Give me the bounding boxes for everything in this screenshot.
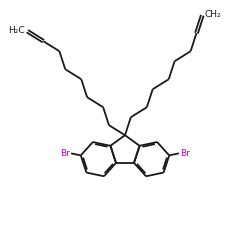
Text: Br: Br bbox=[60, 149, 70, 158]
Text: H₂C: H₂C bbox=[8, 26, 25, 35]
Text: Br: Br bbox=[180, 149, 190, 158]
Text: CH₂: CH₂ bbox=[205, 10, 222, 19]
